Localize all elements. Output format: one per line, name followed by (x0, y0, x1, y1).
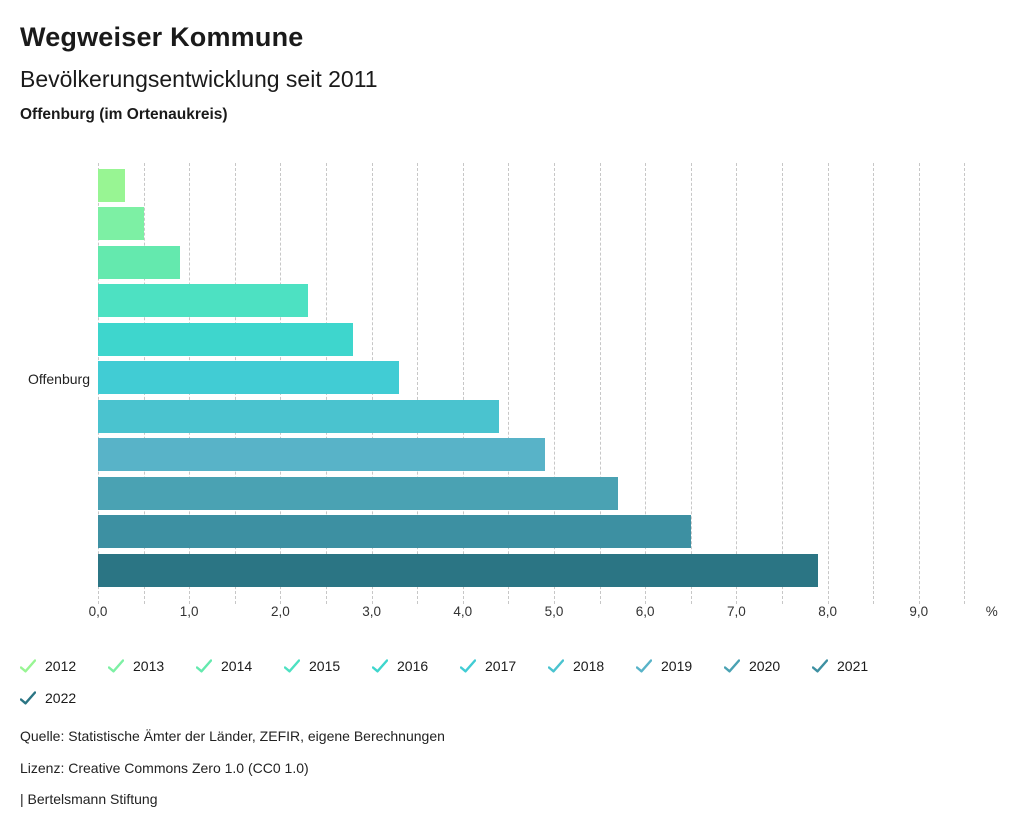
legend-item-label: 2013 (133, 658, 165, 674)
legend-item-2021[interactable]: 2021 (812, 650, 900, 682)
gridline (599, 163, 601, 604)
check-icon (20, 659, 36, 673)
legend-item-2020[interactable]: 2020 (724, 650, 812, 682)
legend-item-2017[interactable]: 2017 (460, 650, 548, 682)
gridline (645, 163, 647, 604)
legend-item-label: 2020 (749, 658, 781, 674)
legend-item-2015[interactable]: 2015 (284, 650, 372, 682)
bar-2016[interactable] (98, 322, 354, 356)
gridline (462, 163, 464, 604)
legend-item-label: 2019 (661, 658, 693, 674)
legend-item-2016[interactable]: 2016 (372, 650, 460, 682)
bar-2012[interactable] (98, 169, 126, 202)
check-icon (196, 659, 212, 673)
x-tick-label: 5,0 (544, 604, 564, 619)
check-icon (548, 659, 564, 673)
legend-item-label: 2012 (45, 658, 77, 674)
legend-item-2019[interactable]: 2019 (636, 650, 724, 682)
check-icon (108, 659, 124, 673)
legend-item-label: 2021 (837, 658, 869, 674)
x-tick-label: 3,0 (362, 604, 381, 619)
x-tick-label: 2,0 (271, 604, 290, 619)
x-tick-label: 8,0 (818, 604, 837, 619)
chart-title: Bevölkerungsentwicklung seit 2011 (20, 66, 378, 92)
gridline (508, 163, 510, 604)
x-tick-label: 6,0 (635, 604, 655, 619)
gridline (827, 163, 829, 604)
source-note: Quelle: Statistische Ämter der Länder, Z… (20, 728, 445, 744)
bar-2020[interactable] (98, 476, 618, 510)
legend-item-2013[interactable]: 2013 (108, 650, 196, 682)
bar-2015[interactable] (98, 284, 308, 318)
x-tick-label: 1,0 (179, 604, 199, 619)
legend-item-2022[interactable]: 2022 (20, 682, 108, 714)
page-title: Wegweiser Kommune (20, 22, 304, 52)
gridline (918, 163, 920, 604)
legend-item-label: 2014 (221, 658, 253, 674)
x-tick-label: 0,0 (88, 604, 108, 619)
x-tick-label: 7,0 (727, 604, 746, 619)
gridline (873, 163, 875, 604)
check-icon (636, 659, 652, 673)
x-tick-label: 9,0 (909, 604, 929, 619)
gridline (736, 163, 738, 604)
check-icon (812, 659, 828, 673)
bar-2019[interactable] (98, 438, 545, 472)
bar-2017[interactable] (98, 361, 399, 395)
bar-2021[interactable] (98, 515, 691, 549)
check-icon (460, 659, 476, 673)
location-label: Offenburg (im Ortenaukreis) (20, 106, 228, 123)
check-icon (20, 691, 36, 705)
bar-2014[interactable] (98, 245, 181, 279)
legend-item-label: 2017 (485, 658, 517, 674)
legend-item-label: 2022 (45, 690, 77, 706)
x-axis-unit-label: % (985, 604, 998, 619)
legend-item-label: 2016 (397, 658, 429, 674)
license-note: Lizenz: Creative Commons Zero 1.0 (CC0 1… (20, 760, 309, 776)
legend-item-2014[interactable]: 2014 (196, 650, 284, 682)
branding-note: | Bertelsmann Stiftung (20, 791, 158, 807)
gridline (964, 163, 966, 604)
y-axis-label: Offenburg (27, 371, 90, 387)
legend-item-2018[interactable]: 2018 (548, 650, 636, 682)
check-icon (284, 659, 300, 673)
gridline (554, 163, 555, 604)
check-icon (724, 659, 740, 673)
legend-item-2012[interactable]: 2012 (20, 650, 108, 682)
bar-2018[interactable] (98, 399, 500, 433)
gridline (782, 163, 783, 604)
legend-item-label: 2018 (573, 658, 605, 674)
x-tick-label: 4,0 (453, 604, 473, 619)
gridline (690, 163, 692, 604)
bar-2022[interactable] (98, 553, 819, 587)
bar-2013[interactable] (98, 207, 144, 241)
chart-legend: 2012 2013 2014 2015 2016 2017 2018 2019 2020 2021… (20, 650, 920, 714)
check-icon (372, 659, 388, 673)
gridline (417, 163, 419, 604)
legend-item-label: 2015 (309, 658, 341, 674)
